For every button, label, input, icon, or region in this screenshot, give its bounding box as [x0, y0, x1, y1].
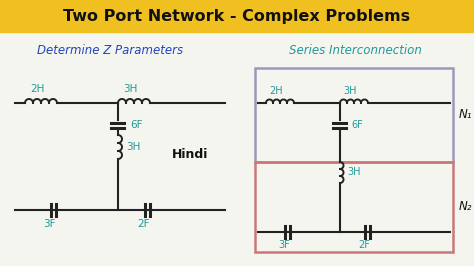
Text: 3H: 3H [123, 84, 137, 94]
Text: 2H: 2H [30, 84, 44, 94]
Text: N₁: N₁ [458, 109, 472, 122]
Text: 2H: 2H [269, 86, 283, 96]
Text: 6F: 6F [130, 120, 143, 130]
Bar [255, 68, 453, 162]
Text: 2F: 2F [138, 219, 150, 229]
Text: Series Interconnection: Series Interconnection [289, 44, 421, 56]
Text: 2F: 2F [358, 240, 370, 250]
Text: Determine Z Parameters: Determine Z Parameters [37, 44, 183, 56]
Text: 3H: 3H [343, 86, 357, 96]
Text: Two Port Network - Complex Problems: Two Port Network - Complex Problems [64, 9, 410, 23]
Bar [0, 0, 474, 32]
Bar [255, 162, 453, 252]
Text: 3H: 3H [347, 167, 361, 177]
Text: 3F: 3F [43, 219, 55, 229]
Text: 3H: 3H [126, 142, 140, 152]
Text: N₂: N₂ [458, 201, 472, 214]
Text: 6F: 6F [351, 120, 363, 130]
Text: Hindi: Hindi [172, 148, 208, 161]
Text: 3F: 3F [278, 240, 290, 250]
